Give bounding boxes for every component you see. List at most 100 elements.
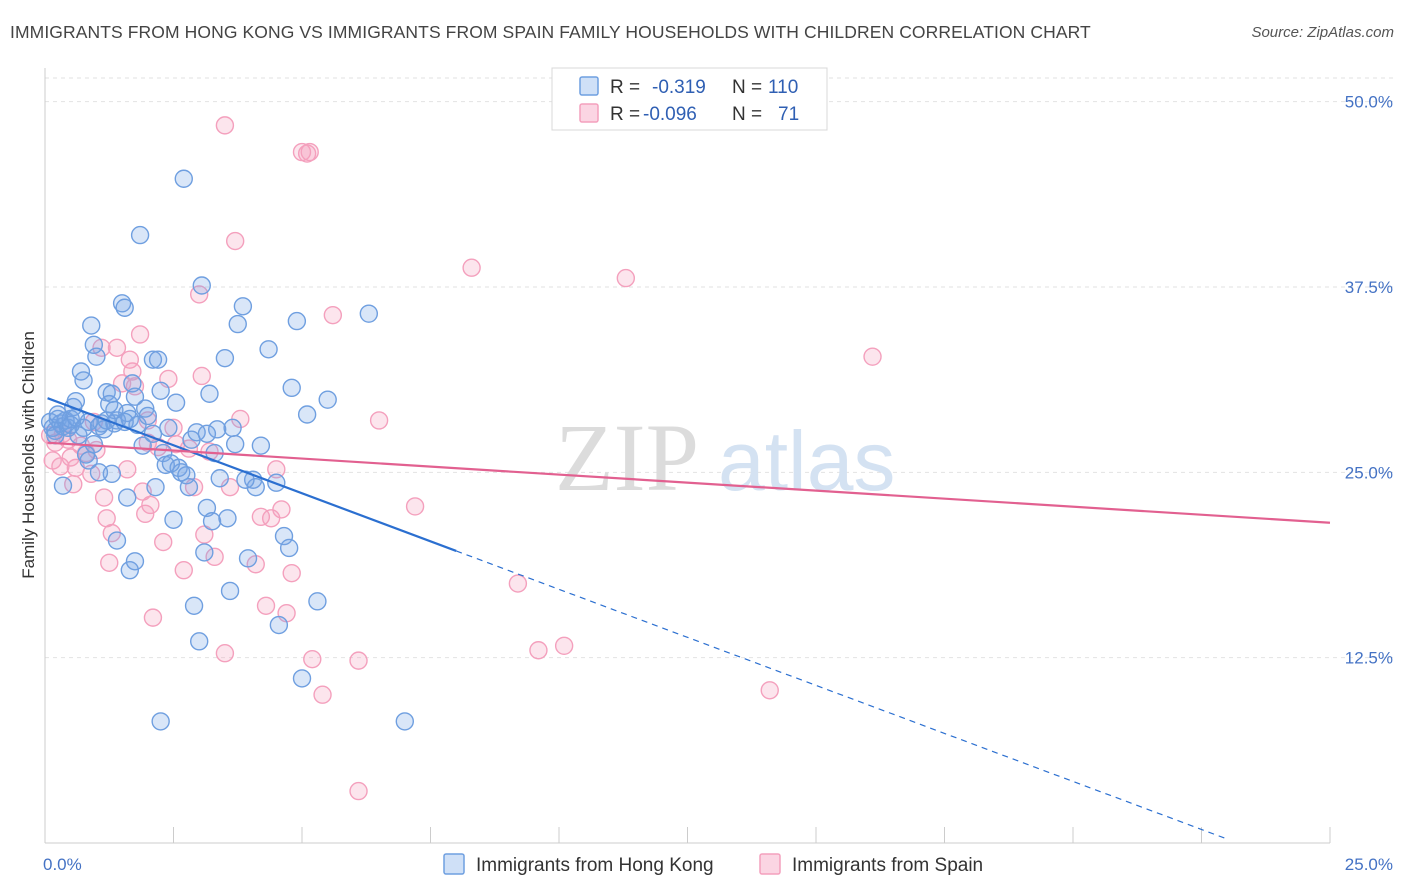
x-tick-labels: 0.0% 25.0% [43, 855, 1393, 874]
trend-lines [47, 397, 1331, 840]
watermark-zip: ZIP [555, 404, 699, 511]
y-tick-label-3: 50.0% [1345, 93, 1393, 112]
spain-point-62 [349, 651, 368, 670]
hong-kong-trend-extension [455, 550, 1228, 840]
spain-point-36 [174, 560, 193, 580]
hong-kong-point-61 [207, 420, 227, 439]
spain-point-68 [554, 636, 574, 656]
hong-kong-point-84 [318, 390, 337, 409]
legend-r-label-1: R = [610, 77, 640, 98]
spain-point-27 [136, 504, 155, 524]
hong-kong-point-52 [184, 596, 204, 615]
hong-kong-point-44 [164, 510, 183, 529]
hong-kong-point-58 [200, 384, 219, 403]
hong-kong-point-90 [120, 560, 140, 580]
hong-kong-point-15 [79, 451, 98, 470]
grid-lines [45, 77, 1395, 659]
spain-point-64 [405, 497, 425, 516]
hong-kong-point-39 [148, 350, 168, 369]
hong-kong-point-98 [89, 463, 109, 482]
spain-point-63 [369, 411, 389, 430]
spain-point-25 [130, 325, 150, 344]
spain-point-30 [143, 608, 163, 627]
hong-kong-point-31 [123, 374, 142, 393]
spain-point-59 [303, 649, 322, 669]
hong-kong-point-49 [177, 466, 196, 485]
spain-point-17 [100, 553, 119, 572]
spain-point-73 [349, 781, 368, 801]
legend-n-value-1: 110 [768, 77, 798, 98]
spain-point-46 [225, 231, 245, 251]
x-tick-label-0: 0.0% [43, 855, 82, 874]
hong-kong-point-92 [118, 488, 137, 507]
y-tick-labels: 12.5% 25.0% 37.5% 50.0% [1345, 93, 1393, 668]
spain-point-15 [94, 488, 114, 507]
hong-kong-point-66 [223, 418, 242, 438]
spain-point-29 [141, 495, 160, 515]
hong-kong-point-54 [189, 632, 209, 651]
spain-point-60 [313, 685, 332, 704]
hong-kong-point-48 [174, 169, 193, 188]
legend-n-value-2: 71 [778, 104, 799, 125]
spain-point-53 [272, 500, 291, 519]
spain-point-43 [205, 547, 224, 567]
hong-kong-point-87 [151, 712, 170, 731]
hong-kong-point-77 [274, 526, 294, 546]
hong-kong-point-13 [74, 371, 93, 390]
y-tick-label-1: 25.0% [1345, 463, 1393, 482]
hong-kong-point-81 [292, 669, 312, 688]
hong-kong-point-50 [179, 477, 199, 497]
hong-kong-point-93 [107, 531, 127, 550]
spain-point-40 [192, 366, 211, 386]
bottom-legend-swatch-hong-kong [443, 853, 465, 875]
hong-kong-point-67 [225, 434, 245, 454]
spain-trend-line [47, 441, 1331, 524]
hong-kong-point-56 [195, 543, 214, 562]
hong-kong-point-85 [359, 304, 379, 323]
spain-point-61 [323, 305, 343, 325]
legend-swatch-spain [579, 103, 599, 123]
spain-point-24 [125, 377, 145, 396]
spain-point-71 [863, 347, 882, 366]
hong-kong-point-65 [220, 581, 240, 601]
hong-kong-point-96 [161, 454, 181, 473]
hong-kong-point-88 [197, 424, 217, 443]
spain-point-67 [529, 641, 548, 660]
legend-swatch-hong-kong [579, 76, 599, 96]
x-tick-label-1: 25.0% [1345, 855, 1393, 874]
legend-r-value-1: -0.319 [652, 77, 706, 98]
watermark-atlas: atlas [718, 414, 895, 508]
stats-legend: R = -0.319 N = 110 R = -0.096 N = 71 [551, 67, 828, 131]
hong-kong-point-32 [125, 387, 145, 406]
hong-kong-point-82 [297, 405, 317, 424]
hong-kong-point-69 [233, 297, 253, 316]
spain-point-19 [107, 338, 127, 357]
bottom-legend-swatch-spain [759, 853, 781, 875]
y-tick-label-0: 12.5% [1345, 649, 1393, 668]
hong-kong-point-86 [395, 712, 414, 731]
legend-n-label-2: N = [732, 104, 762, 125]
hong-kong-point-38 [143, 350, 163, 369]
hong-kong-point-79 [282, 378, 301, 398]
spain-point-52 [267, 460, 286, 479]
spain-point-70 [760, 681, 779, 700]
hong-kong-point-34 [130, 225, 150, 245]
hong-kong-point-76 [269, 615, 289, 635]
spain-point-21 [118, 460, 137, 479]
spain-point-65 [462, 258, 481, 277]
hong-kong-point-45 [166, 393, 186, 412]
spain-point-32 [154, 532, 173, 552]
hong-kong-point-91 [125, 552, 145, 571]
hong-kong-point-103 [48, 405, 68, 424]
hong-kong-point-70 [238, 549, 258, 568]
hong-kong-point-108 [46, 426, 65, 445]
hong-kong-point-80 [287, 311, 307, 331]
hong-kong-point-18 [87, 347, 106, 366]
spain-point-44 [215, 644, 235, 663]
hong-kong-point-72 [246, 477, 265, 497]
hong-kong-point-95 [146, 477, 165, 497]
hong-kong-trend-line [47, 397, 457, 552]
bottom-legend-label-spain: Immigrants from Spain [792, 855, 983, 876]
watermark: ZIP atlas [555, 404, 895, 511]
